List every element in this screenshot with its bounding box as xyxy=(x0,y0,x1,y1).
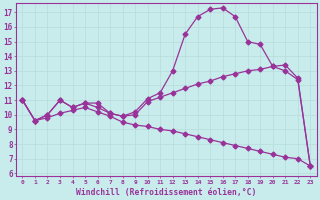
X-axis label: Windchill (Refroidissement éolien,°C): Windchill (Refroidissement éolien,°C) xyxy=(76,188,257,197)
